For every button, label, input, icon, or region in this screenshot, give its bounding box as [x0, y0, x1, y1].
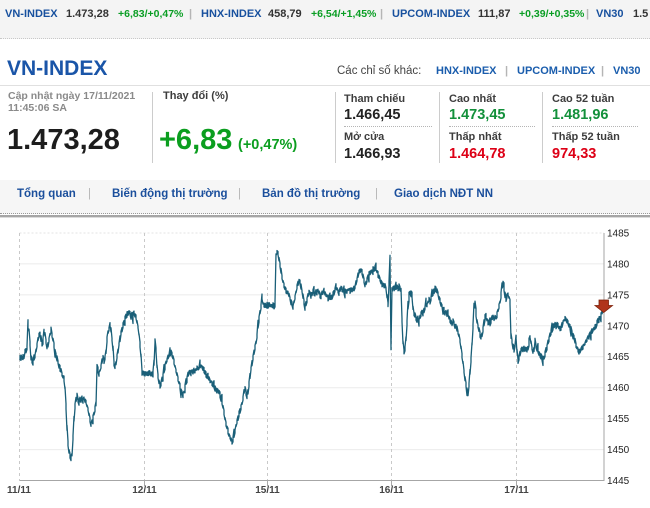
svg-text:15/11: 15/11 — [255, 485, 280, 496]
svg-text:1485: 1485 — [607, 229, 630, 240]
svg-text:1470: 1470 — [607, 321, 630, 332]
svg-text:12/11: 12/11 — [132, 485, 157, 496]
svg-text:1455: 1455 — [607, 414, 630, 425]
svg-text:1445: 1445 — [607, 476, 630, 487]
svg-text:11/11: 11/11 — [7, 485, 31, 496]
svg-text:1480: 1480 — [607, 259, 630, 270]
svg-text:1450: 1450 — [607, 445, 630, 456]
svg-text:16/11: 16/11 — [379, 485, 404, 496]
svg-text:1465: 1465 — [607, 352, 630, 363]
svg-text:17/11: 17/11 — [504, 485, 529, 496]
svg-text:1460: 1460 — [607, 383, 630, 394]
svg-text:1475: 1475 — [607, 290, 630, 301]
